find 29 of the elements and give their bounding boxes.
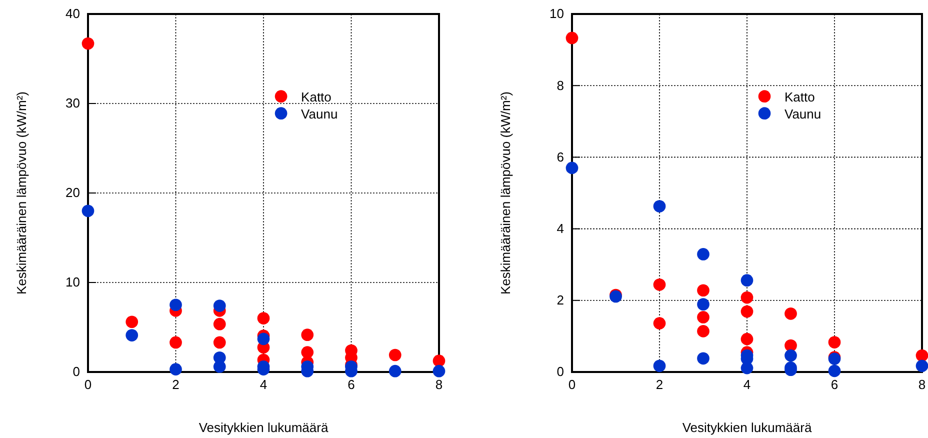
x-tick-label: 4 [743,377,751,392]
x-axis-title: Vesitykkien lukumäärä [198,420,329,435]
x-tick-label: 8 [918,377,926,392]
y-tick-label: 8 [556,78,564,93]
y-axis-title: Keskimääräinen lämpövuo (kW/m²) [14,91,29,295]
x-axis-title: Vesitykkien lukumäärä [682,420,812,435]
y-axis-title: Keskimääräinen lämpövuo (kW/m²) [498,91,513,295]
x-tick-label: 8 [435,377,443,392]
x-tick-label: 2 [172,377,180,392]
x-tick-label: 2 [656,377,664,392]
y-tick-label: 30 [66,96,80,111]
y-tick-label: 4 [556,220,564,236]
x-tick-label: 0 [84,377,92,392]
x-tick-label: 4 [260,377,268,392]
legend-label: Vaunu [784,106,822,122]
y-tick-label: 40 [66,6,80,22]
y-tick-label: 0 [72,364,80,380]
y-tick-label: 0 [556,364,564,380]
y-tick-label: 2 [556,292,564,308]
y-tick-label: 20 [66,185,80,200]
x-tick-label: 6 [830,377,838,392]
y-tick-label: 6 [556,149,564,164]
x-tick-label: 6 [348,377,355,392]
x-tick-label: 0 [568,377,576,392]
legend-label: Katto [301,89,332,104]
legend-label: Vaunu [301,106,338,122]
legend-label: Katto [784,89,815,104]
y-tick-label: 10 [66,274,80,290]
y-tick-label: 10 [550,6,564,22]
